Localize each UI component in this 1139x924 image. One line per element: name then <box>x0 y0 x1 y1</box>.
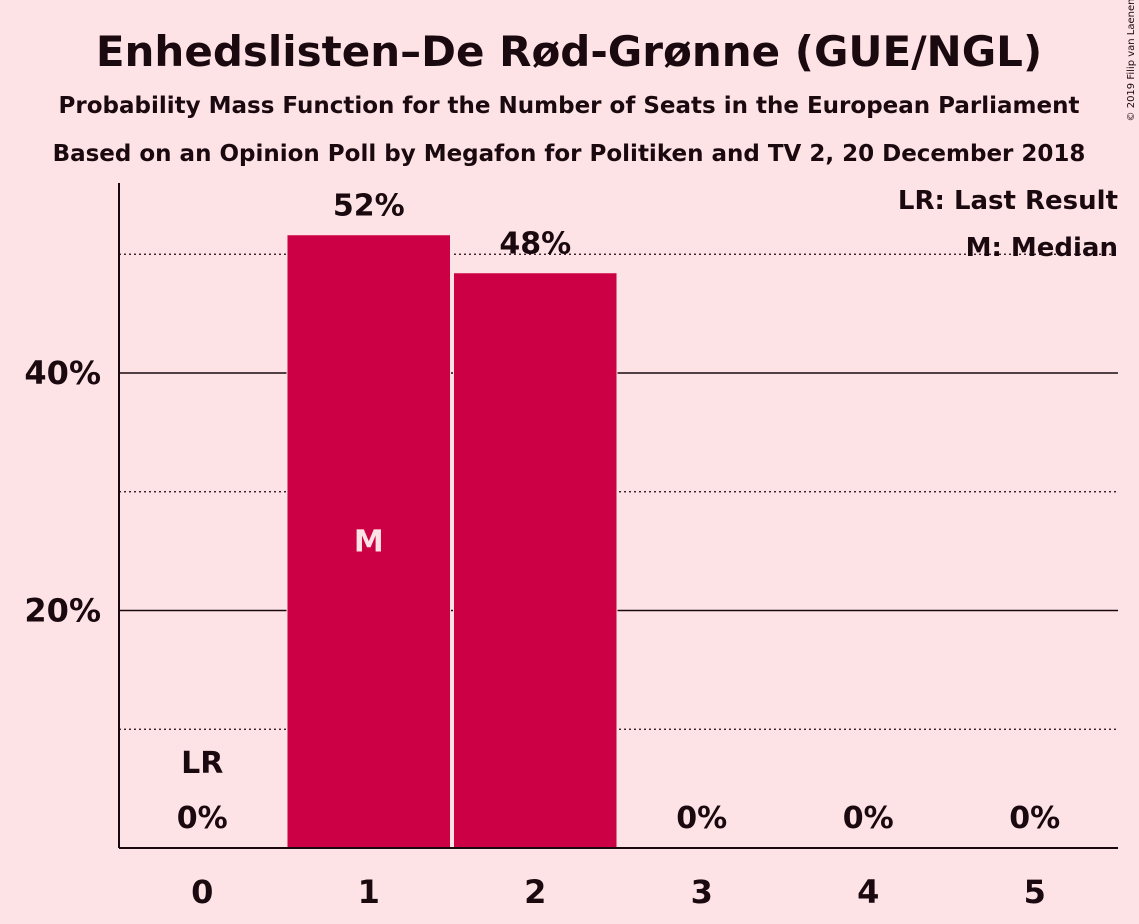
gridlines <box>119 253 1118 730</box>
bar-2 <box>454 273 617 848</box>
x-tick-label: 3 <box>691 873 713 911</box>
x-tick-label: 5 <box>1024 873 1046 911</box>
chart-subtitle-source: Based on an Opinion Poll by Megafon for … <box>53 141 1086 167</box>
data-label-1: 52% <box>333 188 405 223</box>
x-tick-label: 0 <box>191 873 213 911</box>
chart-subtitle: Probability Mass Function for the Number… <box>59 93 1080 119</box>
legend-last-result: LR: Last Result <box>898 186 1118 216</box>
x-tick-label: 1 <box>358 873 380 911</box>
data-label-0: 0% <box>177 801 228 836</box>
x-tick-label: 2 <box>524 873 546 911</box>
data-label-4: 0% <box>843 801 894 836</box>
chart-title: Enhedslisten–De Rød-Grønne (GUE/NGL) <box>96 27 1042 76</box>
median-marker: M <box>354 525 384 560</box>
last-result-marker: LR <box>181 746 223 781</box>
axes: 20% 40% 0 1 2 3 4 5 <box>24 183 1118 911</box>
bars <box>120 233 1117 848</box>
data-label-3: 0% <box>676 801 727 836</box>
y-tick-label: 40% <box>24 354 101 392</box>
bar-1 <box>287 235 450 848</box>
data-labels: 0% 52% 48% 0% 0% 0% M LR <box>177 188 1060 836</box>
y-tick-label: 20% <box>24 592 101 630</box>
x-tick-label: 4 <box>857 873 879 911</box>
legend-median: M: Median <box>966 233 1118 263</box>
data-label-5: 0% <box>1009 801 1060 836</box>
copyright-note: © 2019 Filip van Laenen <box>1126 0 1137 121</box>
data-label-2: 48% <box>499 226 571 261</box>
